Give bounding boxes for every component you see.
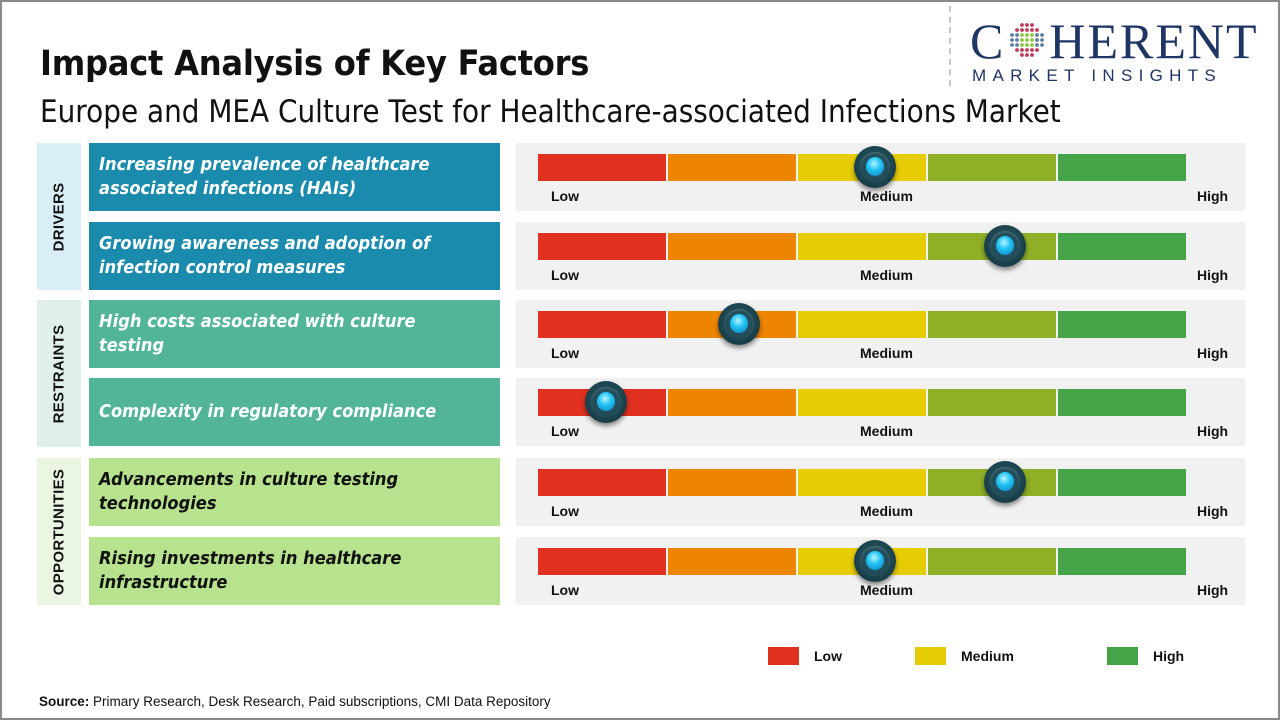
scale-label-low: Low: [551, 345, 579, 361]
scale-segment: [1058, 548, 1186, 575]
factor-label: Advancements in culture testing technolo…: [99, 470, 399, 514]
scale-label-low: Low: [551, 423, 579, 439]
scale-segment: [798, 389, 928, 416]
impact-scale-bar: [538, 469, 1186, 496]
impact-indicator-knob: [585, 381, 628, 423]
scale-segment: [1058, 311, 1186, 338]
scale-label-high: High: [1197, 423, 1229, 439]
factor-label: Increasing prevalence of healthcare asso…: [99, 155, 430, 199]
category-label: OPPORTUNITIES: [50, 468, 68, 595]
scale-segment: [798, 311, 928, 338]
legend-label: Low: [814, 648, 842, 664]
category-label: DRIVERS: [50, 182, 68, 251]
globe-dots-icon: [1010, 23, 1045, 57]
scale-segment: [1058, 154, 1186, 181]
logo-divider: [949, 6, 951, 86]
impact-meter: Low Medium High: [516, 378, 1245, 446]
scale-label-low: Low: [551, 503, 579, 519]
impact-meter: Low Medium High: [516, 222, 1245, 290]
scale-segment: [1058, 469, 1186, 496]
impact-scale-bar: [538, 233, 1186, 260]
impact-meter: Low Medium High: [516, 458, 1245, 526]
impact-scale-bar: [538, 311, 1186, 338]
category-label: RESTRAINTS: [50, 324, 68, 423]
scale-segment: [928, 154, 1058, 181]
legend-swatch: [768, 647, 799, 665]
scale-label-medium: Medium: [860, 503, 913, 519]
scale-segment: [668, 548, 798, 575]
factor-box: Growing awareness and adoption of infect…: [89, 222, 500, 290]
impact-indicator-knob: [717, 303, 760, 345]
scale-segment: [1058, 233, 1186, 260]
scale-segment: [668, 469, 798, 496]
scale-segment: [538, 469, 668, 496]
impact-meter: Low Medium High: [516, 300, 1245, 368]
factor-box: Increasing prevalence of healthcare asso…: [89, 143, 500, 211]
scale-segment: [928, 548, 1058, 575]
factor-box: Complexity in regulatory compliance: [89, 378, 500, 446]
category-opportunities: OPPORTUNITIES: [37, 458, 81, 605]
scale-label-high: High: [1197, 188, 1229, 204]
impact-indicator-knob: [983, 225, 1026, 267]
scale-segment: [538, 311, 668, 338]
scale-label-medium: Medium: [860, 267, 913, 283]
factor-box: High costs associated with culture testi…: [89, 300, 500, 368]
impact-scale-bar: [538, 389, 1186, 416]
scale-segment: [538, 548, 668, 575]
scale-segment: [538, 154, 668, 181]
impact-meter: Low Medium High: [516, 537, 1245, 605]
scale-label-medium: Medium: [860, 423, 913, 439]
scale-label-low: Low: [551, 582, 579, 598]
scale-segment: [668, 233, 798, 260]
impact-indicator-knob: [853, 540, 896, 582]
scale-label-medium: Medium: [860, 188, 913, 204]
factor-label: Complexity in regulatory compliance: [99, 402, 437, 422]
scale-label-high: High: [1197, 582, 1229, 598]
scale-segment: [668, 389, 798, 416]
factor-label: High costs associated with culture testi…: [99, 312, 416, 356]
impact-indicator-knob: [853, 146, 896, 188]
legend-label: High: [1153, 648, 1185, 664]
scale-segment: [928, 311, 1058, 338]
source-text: Primary Research, Desk Research, Paid su…: [89, 694, 551, 709]
scale-segment: [668, 154, 798, 181]
scale-segment: [798, 233, 928, 260]
impact-meter: Low Medium High: [516, 143, 1245, 211]
scale-label-medium: Medium: [860, 345, 913, 361]
scale-segment: [1058, 389, 1186, 416]
factor-label: Growing awareness and adoption of infect…: [99, 234, 431, 278]
coherent-logo: C HERENT MARKET INSIGHTS: [970, 16, 1262, 86]
scale-label-high: High: [1197, 345, 1229, 361]
legend-swatch: [1107, 647, 1138, 665]
category-restraints: RESTRAINTS: [37, 300, 81, 447]
logo-tagline: MARKET INSIGHTS: [972, 66, 1223, 85]
scale-label-high: High: [1197, 267, 1229, 283]
scale-segment: [538, 233, 668, 260]
scale-label-low: Low: [551, 188, 579, 204]
scale-label-low: Low: [551, 267, 579, 283]
source-label: Source:: [39, 694, 90, 709]
page-subtitle: Europe and MEA Culture Test for Healthca…: [40, 94, 1061, 130]
page-title: Impact Analysis of Key Factors: [40, 44, 590, 84]
legend-swatch: [915, 647, 946, 665]
category-drivers: DRIVERS: [37, 143, 81, 290]
logo-wordmark: C HERENT: [970, 13, 1259, 69]
impact-indicator-knob: [983, 461, 1026, 503]
scale-segment: [798, 469, 928, 496]
scale-segment: [928, 389, 1058, 416]
source-note: Source: Primary Research, Desk Research,…: [39, 694, 551, 709]
factor-box: Advancements in culture testing technolo…: [89, 458, 500, 526]
factor-box: Rising investments in healthcare infrast…: [89, 537, 500, 605]
legend-label: Medium: [961, 648, 1014, 664]
scale-label-high: High: [1197, 503, 1229, 519]
scale-label-medium: Medium: [860, 582, 913, 598]
factor-label: Rising investments in healthcare infrast…: [99, 549, 402, 593]
